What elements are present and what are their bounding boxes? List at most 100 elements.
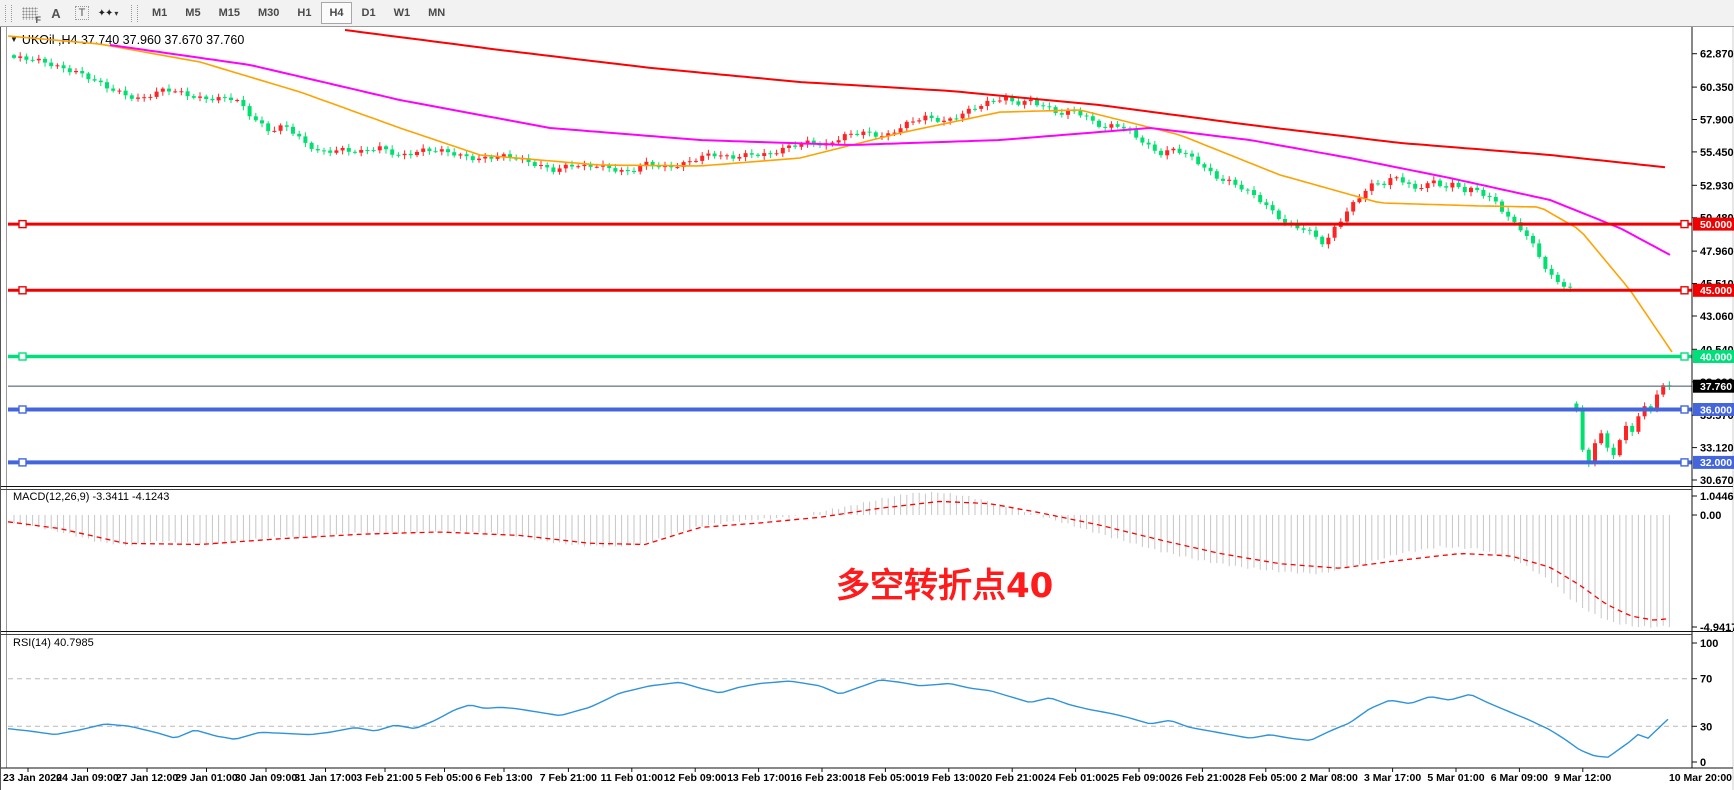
current-price-tag[interactable] xyxy=(1693,379,1734,393)
letter-a-icon: A xyxy=(51,5,61,21)
timeframe-button-h1[interactable]: H1 xyxy=(297,7,312,19)
time-tick-label: 24 Feb 01:00 xyxy=(1044,772,1107,784)
time-axis[interactable] xyxy=(1,769,1692,789)
pane-borders xyxy=(0,27,1734,790)
svg-text:45.000: 45.000 xyxy=(1700,285,1732,297)
svg-text:30: 30 xyxy=(1700,721,1712,733)
svg-text:36.000: 36.000 xyxy=(1700,404,1732,416)
time-tick-label: 12 Feb 09:00 xyxy=(664,772,727,784)
macd-indicator-label: MACD(12,26,9) -3.3411 -4.1243 xyxy=(13,491,170,503)
label-tool-button[interactable]: T xyxy=(70,2,94,24)
indicator-scale-labels: 1.0446 0.00 -4.9417 100 70 30 0 xyxy=(1692,491,1734,769)
timeframe-group: M1 M5 M15 M30 H1 H4 D1 W1 MN xyxy=(143,2,454,24)
timeframe-button-m1[interactable]: M1 xyxy=(152,7,168,19)
symbol-dropdown-icon[interactable]: ▼ xyxy=(10,35,18,44)
time-tick-label: 6 Mar 09:00 xyxy=(1491,772,1548,784)
price-tick-label: 57.900 xyxy=(1700,115,1734,127)
toolbar-group-separator xyxy=(131,4,138,22)
price-tick-label: 62.870 xyxy=(1700,49,1734,61)
svg-text:70: 70 xyxy=(1700,674,1712,686)
svg-text:100: 100 xyxy=(1700,638,1718,650)
svg-text:40.000: 40.000 xyxy=(1700,351,1732,363)
ma-mid-magenta-line xyxy=(109,44,1671,256)
hline-handle[interactable] xyxy=(18,458,27,467)
time-tick-label: 24 Jan 09:00 xyxy=(56,772,119,784)
time-tick-label: 29 Jan 01:00 xyxy=(175,772,238,784)
time-tick-label: 28 Feb 05:00 xyxy=(1234,772,1297,784)
time-tick-label: 5 Feb 05:00 xyxy=(416,772,473,784)
time-axis-labels: 23 Jan 202024 Jan 09:0027 Jan 12:0029 Ja… xyxy=(3,768,1732,784)
chart-annotation-text: 多空转折点40 xyxy=(836,566,1054,606)
hline-handle[interactable] xyxy=(1680,458,1689,467)
effects-grid-icon: F xyxy=(22,6,41,25)
macd-signal-line xyxy=(7,500,1668,621)
hline-handle[interactable] xyxy=(1680,405,1689,414)
price-tag-32.000[interactable] xyxy=(1693,455,1734,469)
price-tick-label: 33.120 xyxy=(1700,443,1734,455)
price-tick-label: 47.960 xyxy=(1700,246,1734,258)
timeframe-button-h4[interactable]: H4 xyxy=(321,2,352,24)
hline-layer xyxy=(8,219,1692,467)
time-tick-label: 23 Jan 2020 xyxy=(3,772,62,784)
macd-panel xyxy=(7,491,1670,628)
time-tick-label: 31 Jan 17:00 xyxy=(294,772,357,784)
price-tick-label: 52.930 xyxy=(1700,180,1734,192)
svg-text:32.000: 32.000 xyxy=(1700,457,1732,469)
ma-fast-orange-line xyxy=(7,35,1673,353)
time-tick-label: 18 Feb 05:00 xyxy=(854,772,917,784)
price-tags: 50.000 45.000 40.000 36.000 32.000 37.760 xyxy=(1693,217,1734,469)
timeframe-button-m30[interactable]: M30 xyxy=(257,7,280,19)
price-tick-label: 60.350 xyxy=(1700,82,1734,94)
time-tick-label: 27 Jan 12:00 xyxy=(116,772,179,784)
price-tag-40.000[interactable] xyxy=(1693,350,1734,363)
candles-layer xyxy=(12,52,1672,468)
price-tag-45.000[interactable] xyxy=(1693,283,1734,297)
price-tag-36.000[interactable] xyxy=(1693,403,1734,416)
time-tick-label: 7 Feb 21:00 xyxy=(540,772,597,784)
hline-handle[interactable] xyxy=(18,405,27,414)
hline-handle[interactable] xyxy=(1680,286,1689,295)
time-tick-label: 6 Feb 13:00 xyxy=(475,772,532,784)
hline-handle[interactable] xyxy=(1680,219,1689,229)
svg-text:50.000: 50.000 xyxy=(1700,219,1732,231)
time-tick-label: 11 Feb 01:00 xyxy=(601,772,664,784)
price-tag-50.000[interactable] xyxy=(1693,217,1734,231)
svg-text:1.0446: 1.0446 xyxy=(1700,491,1734,503)
rsi-panel xyxy=(7,678,1692,758)
time-tick-label: 19 Feb 13:00 xyxy=(917,772,980,784)
time-tick-label: 16 Feb 23:00 xyxy=(790,772,853,784)
price-tick-label: 43.060 xyxy=(1700,311,1734,323)
time-tick-label: 25 Feb 09:00 xyxy=(1107,772,1170,784)
timeframe-button-d1[interactable]: D1 xyxy=(361,7,376,19)
time-tick-label: 10 Mar 20:00 xyxy=(1669,772,1732,784)
hline-handle[interactable] xyxy=(18,286,27,295)
effects-grid-button[interactable]: F xyxy=(18,2,42,25)
objects-tool-button[interactable]: ✦✦ ▾ xyxy=(96,2,120,24)
time-tick-label: 5 Mar 01:00 xyxy=(1427,772,1484,784)
time-tick-label: 3 Feb 21:00 xyxy=(356,772,413,784)
hline-handle[interactable] xyxy=(18,219,27,229)
time-tick-label: 26 Feb 21:00 xyxy=(1171,772,1234,784)
price-axis[interactable] xyxy=(1693,28,1734,768)
text-label-icon: T xyxy=(74,6,90,20)
toolbar-drag-handle[interactable] xyxy=(5,4,12,22)
hline-handle[interactable] xyxy=(18,352,27,361)
text-tool-button[interactable]: A xyxy=(44,2,68,24)
chart-title: ▼ UKOil ,H4 37.740 37.960 37.670 37.760 xyxy=(10,33,245,47)
svg-text:0.00: 0.00 xyxy=(1700,510,1721,522)
timeframe-button-m15[interactable]: M15 xyxy=(218,7,240,19)
time-tick-label: 3 Mar 17:00 xyxy=(1364,772,1421,784)
svg-text:0: 0 xyxy=(1700,757,1706,769)
timeframe-button-m5[interactable]: M5 xyxy=(185,7,201,19)
ma-slow-red-line xyxy=(344,29,1666,169)
hline-handle[interactable] xyxy=(1680,352,1689,361)
timeframe-button-w1[interactable]: W1 xyxy=(393,7,411,19)
timeframe-button-mn[interactable]: MN xyxy=(428,7,446,19)
svg-text:-4.9417: -4.9417 xyxy=(1700,622,1734,634)
rsi-line xyxy=(7,679,1669,758)
objects-icon: ✦✦ xyxy=(97,7,114,19)
time-tick-label: 2 Mar 08:00 xyxy=(1301,772,1358,784)
price-tick-label: 30.670 xyxy=(1700,475,1734,487)
